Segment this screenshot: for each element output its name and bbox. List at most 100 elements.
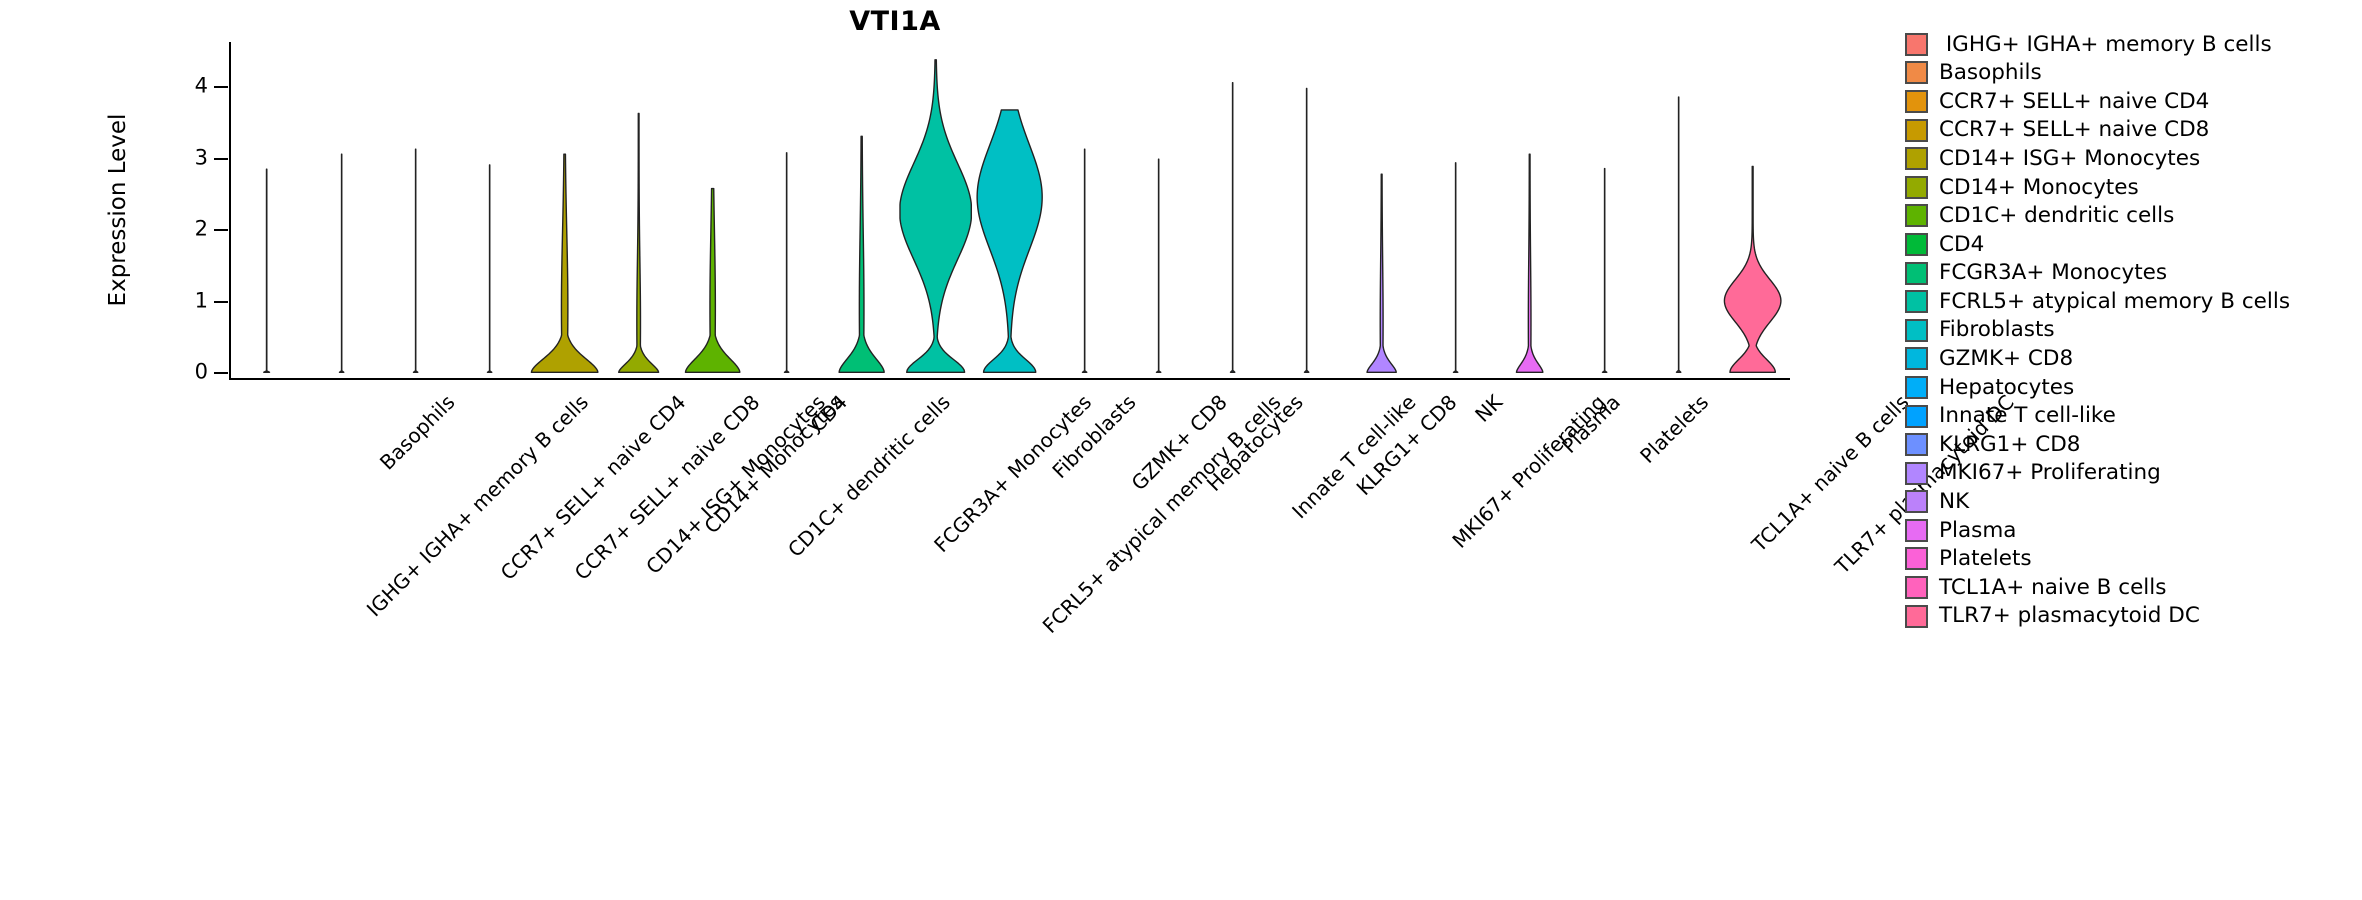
legend-color-swatch (1905, 404, 1928, 428)
legend-item-label: CCR7+ SELL+ naive CD8 (1939, 117, 2210, 143)
legend-color-swatch (1905, 518, 1928, 542)
legend-item-label: Plasma (1939, 517, 2017, 543)
y-axis-tick (214, 300, 228, 303)
legend-item[interactable]: CD14+ Monocytes (1905, 173, 2355, 202)
legend-item[interactable]: CD14+ ISG+ Monocytes (1905, 144, 2355, 173)
legend-item[interactable]: GZMK+ CD8 (1905, 345, 2355, 374)
violin-ccr7-sell-naive-cd8[interactable] (454, 42, 525, 378)
legend-item[interactable]: FCRL5+ atypical memory B cells (1905, 287, 2355, 316)
legend-item-label: KLRG1+ CD8 (1939, 431, 2081, 457)
legend-item[interactable]: NK (1905, 488, 2355, 517)
legend-color-swatch (1905, 490, 1928, 514)
violin-hepatocytes[interactable] (1123, 42, 1194, 378)
legend-item-label: Innate T cell-like (1939, 403, 2116, 429)
y-axis-tick (214, 372, 228, 375)
y-axis-tick-label: 0 (194, 359, 208, 384)
violin-cd14-monocytes[interactable] (603, 42, 674, 378)
legend-color-swatch (1905, 318, 1928, 342)
plot-area: 0 1 2 3 4 (195, 42, 1790, 382)
violin-nk[interactable] (1420, 42, 1491, 378)
legend-color-swatch (1905, 147, 1928, 171)
violin-body (684, 187, 741, 373)
legend-item-label: Fibroblasts (1939, 317, 2055, 343)
legend-color-swatch (1905, 375, 1928, 399)
violin-cd1c-dendritic-cells[interactable] (677, 42, 748, 378)
legend-item[interactable]: IGHG+ IGHA+ memory B cells (1905, 30, 2355, 59)
violin-body (263, 168, 271, 373)
violin-ighg-igha-memory-b-cells[interactable] (231, 42, 302, 378)
violin-innate-t-cell-like[interactable] (1197, 42, 1268, 378)
legend-color-swatch (1905, 32, 1928, 56)
legend-item[interactable]: CD4 (1905, 230, 2355, 259)
legend-color-swatch (1905, 576, 1928, 600)
violin-body (530, 153, 599, 373)
legend-color-swatch (1905, 118, 1928, 142)
legend-item[interactable]: Fibroblasts (1905, 316, 2355, 345)
legend-item[interactable]: Platelets (1905, 545, 2355, 574)
violin-tlr7-plasmacytoid-dc[interactable] (1717, 42, 1788, 378)
legend-item-label: CD14+ ISG+ Monocytes (1939, 145, 2201, 171)
legend-item[interactable]: Innate T cell-like (1905, 402, 2355, 431)
violin-body (1516, 153, 1544, 373)
legend-item[interactable]: CCR7+ SELL+ naive CD4 (1905, 87, 2355, 116)
violin-body (899, 59, 973, 373)
y-axis-tick-label: 1 (194, 288, 208, 313)
y-axis-tick (214, 157, 228, 160)
legend-item[interactable]: CCR7+ SELL+ naive CD8 (1905, 116, 2355, 145)
legend-item[interactable]: FCGR3A+ Monocytes (1905, 259, 2355, 288)
legend-color-swatch (1905, 433, 1928, 457)
y-axis-label: Expression Level (105, 113, 131, 307)
violin-body (1601, 167, 1608, 373)
x-axis-tick-label: Platelets (1635, 390, 1714, 468)
legend-item-label: CD14+ Monocytes (1939, 174, 2139, 200)
legend: IGHG+ IGHA+ memory B cells Basophils CCR7+… (1905, 30, 2355, 630)
y-axis-line (229, 42, 231, 380)
violin-gzmk-cd8[interactable] (1049, 42, 1120, 378)
legend-item-label: GZMK+ CD8 (1939, 346, 2074, 372)
violin-basophils[interactable] (306, 42, 377, 378)
violin-body (1230, 82, 1236, 373)
violin-body (1081, 148, 1088, 373)
violin-mki67-proliferating[interactable] (1346, 42, 1417, 378)
violin-fibroblasts[interactable] (974, 42, 1045, 378)
legend-color-swatch (1905, 61, 1928, 85)
violin-body (1723, 165, 1782, 373)
legend-item[interactable]: CD1C+ dendritic cells (1905, 202, 2355, 231)
legend-item[interactable]: KLRG1+ CD8 (1905, 430, 2355, 459)
legend-color-swatch (1905, 290, 1928, 314)
y-axis-tick-label: 3 (194, 145, 208, 170)
legend-item[interactable]: Basophils (1905, 59, 2355, 88)
legend-item-label: FCGR3A+ Monocytes (1939, 260, 2168, 286)
violin-fcrl5-atypical-memory-b-cells[interactable] (899, 42, 973, 378)
page-title: VTI1A (849, 6, 941, 37)
legend-color-swatch (1905, 347, 1928, 371)
legend-item-label: CD1C+ dendritic cells (1939, 203, 2175, 229)
violin-body (1155, 158, 1162, 373)
x-axis-tick-label: NK (1469, 390, 1507, 427)
legend-item-label: Platelets (1939, 546, 2032, 572)
violin-body (1675, 96, 1682, 373)
violin-cd4[interactable] (751, 42, 822, 378)
legend-item[interactable]: MKI67+ Proliferating (1905, 459, 2355, 488)
violin-plasma[interactable] (1494, 42, 1565, 378)
legend-item-label: IGHG+ IGHA+ memory B cells (1939, 31, 2272, 57)
violin-cd14-isg-monocytes[interactable] (529, 42, 600, 378)
legend-item[interactable]: TLR7+ plasmacytoid DC (1905, 602, 2355, 631)
violin-body (1304, 87, 1310, 373)
y-axis-tick-label: 4 (194, 73, 208, 98)
legend-item[interactable]: Plasma (1905, 516, 2355, 545)
legend-item-label: Hepatocytes (1939, 374, 2075, 400)
violin-ccr7-sell-naive-cd4[interactable] (380, 42, 451, 378)
x-axis-tick-label: Basophils (375, 390, 460, 475)
violin-body (1366, 173, 1397, 373)
violin-body (838, 135, 885, 373)
violin-platelets[interactable] (1569, 42, 1640, 378)
legend-item[interactable]: Hepatocytes (1905, 373, 2355, 402)
violin-fcgr3a-monocytes[interactable] (826, 42, 897, 378)
legend-color-swatch (1905, 175, 1928, 199)
violin-tcl1a-naive-b-cells[interactable] (1643, 42, 1714, 378)
violin-klrg1-cd8[interactable] (1271, 42, 1342, 378)
legend-item-label: TLR7+ plasmacytoid DC (1939, 603, 2200, 629)
legend-item[interactable]: TCL1A+ naive B cells (1905, 573, 2355, 602)
